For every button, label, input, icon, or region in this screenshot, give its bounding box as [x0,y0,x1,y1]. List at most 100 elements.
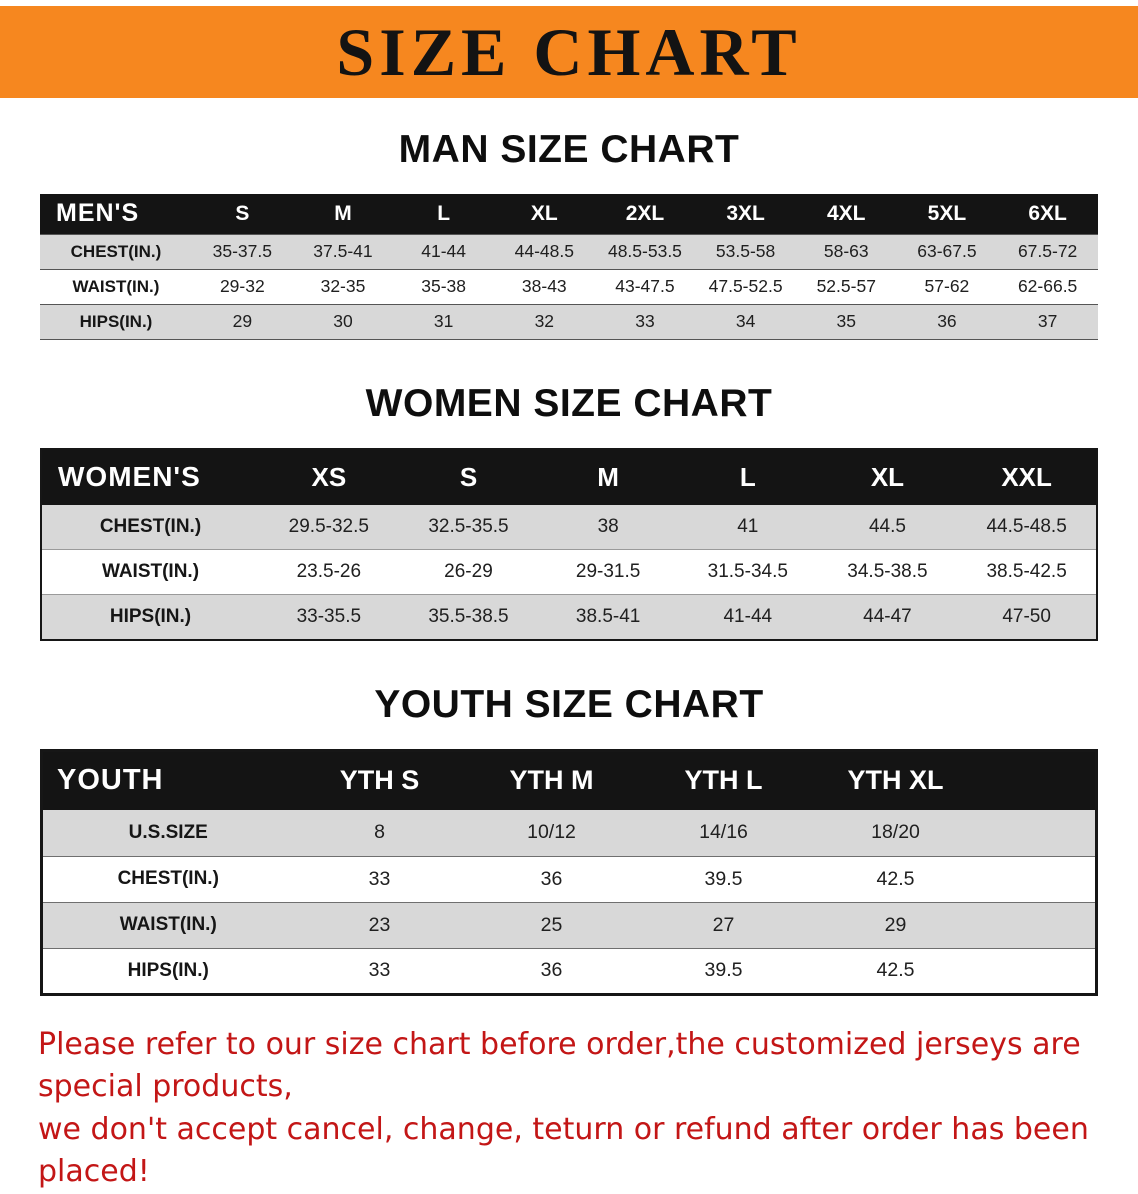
women-section: WOMEN SIZE CHART WOMEN'S XS S M L XL XXL… [0,382,1138,641]
table-cell: 18/20 [871,821,920,844]
table-cell: 29-32 [219,276,265,296]
table-cell: 26-29 [444,561,493,582]
women-column-header: M [538,448,678,505]
men-column-header: L [393,194,494,234]
row-label: HIPS(IN.) [127,959,209,981]
table-cell: 52.5-57 [816,276,876,296]
men-column-header: 6XL [997,194,1098,234]
table-cell: 8 [374,821,385,844]
men-column-header: 5XL [896,194,998,234]
table-cell: 36 [540,959,563,981]
disclaimer: Please refer to our size chart before or… [38,1024,1108,1194]
table-cell: 31.5-34.5 [707,561,788,582]
women-column-header: XS [259,448,399,505]
table-cell: 38-43 [521,276,567,296]
table-cell: 32.5-35.5 [428,515,509,537]
banner: SIZE CHART [0,6,1138,98]
youth-column-header: YTH XL [809,750,982,810]
table-cell: 41-44 [421,241,467,261]
women-hips-row: HIPS(IN.) 33-35.5 35.5-38.5 38.5-41 41-4… [41,594,1097,640]
youth-waist-row: WAIST(IN.) 23 25 27 29 [41,902,1097,948]
men-column-header: 4XL [795,194,897,234]
table-cell: 36 [937,311,957,331]
disclaimer-line-2: we don't accept cancel, change, teturn o… [38,1111,1089,1190]
row-label: CHEST(IN.) [117,868,219,889]
table-cell: 48.5-53.5 [607,241,682,261]
men-header-row: MEN'S S M L XL 2XL 3XL 4XL 5XL 6XL [40,194,1098,234]
women-column-header: XL [817,448,958,505]
men-chest-row: CHEST(IN.) 35-37.5 37.5-41 41-44 44-48.5… [40,234,1098,269]
table-cell: 41-44 [723,605,773,627]
table-cell: 38 [597,515,619,537]
table-cell: 53.5-58 [715,241,776,261]
table-cell: 63-67.5 [917,241,977,261]
table-cell: 57-62 [924,276,970,296]
table-cell: 35.5-38.5 [428,605,509,627]
row-label: CHEST(IN.) [70,241,162,261]
women-chest-row: CHEST(IN.) 29.5-32.5 32.5-35.5 38 41 44.… [41,504,1097,550]
youth-chest-row: CHEST(IN.) 33 36 39.5 42.5 [41,856,1097,902]
table-cell: 34.5-38.5 [847,561,928,582]
men-section-heading: MAN SIZE CHART [398,128,740,171]
page-title: SIZE CHART [336,13,802,90]
table-cell: 44-47 [863,605,912,627]
men-column-header: 2XL [594,194,696,234]
table-cell: 35-37.5 [212,241,272,261]
table-cell: 30 [333,311,353,331]
table-cell: 29.5-32.5 [288,515,369,537]
table-cell: 33 [635,311,655,331]
table-cell: 32 [534,311,555,331]
table-cell: 43-47.5 [615,276,675,296]
women-column-header: L [677,448,818,505]
men-waist-row: WAIST(IN.) 29-32 32-35 35-38 38-43 43-47… [40,269,1098,304]
filler-cell [982,856,1097,902]
table-cell: 62-66.5 [1017,276,1078,296]
table-cell: 14/16 [699,821,748,844]
table-cell: 23 [368,913,391,936]
men-column-header: XL [493,194,595,234]
table-cell: 29 [232,311,253,331]
table-cell: 36 [540,867,563,890]
youth-ussize-row: U.S.SIZE 8 10/12 14/16 18/20 [41,810,1097,856]
disclaimer-line-1: Please refer to our size chart before or… [38,1026,1081,1105]
men-corner-label: MEN'S [40,194,192,234]
table-cell: 33-35.5 [296,605,362,627]
men-size-table: MEN'S S M L XL 2XL 3XL 4XL 5XL 6XL CHEST… [40,194,1098,340]
filler-cell [981,750,1097,810]
women-column-header: S [398,448,539,505]
table-cell: 37.5-41 [313,241,373,261]
women-section-heading: WOMEN SIZE CHART [365,381,773,425]
women-waist-row: WAIST(IN.) 23.5-26 26-29 29-31.5 31.5-34… [41,550,1097,595]
row-label: WAIST(IN.) [119,914,217,935]
table-cell: 27 [712,913,735,936]
row-label: CHEST(IN.) [99,515,202,537]
table-cell: 35 [836,311,856,331]
table-cell: 23.5-26 [296,561,362,582]
table-cell: 38.5-42.5 [986,561,1067,582]
table-cell: 44.5 [868,515,906,537]
table-cell: 39.5 [704,959,743,981]
table-cell: 39.5 [704,867,743,890]
row-label: HIPS(IN.) [109,605,192,627]
women-header-row: WOMEN'S XS S M L XL XXL [41,448,1097,505]
table-cell: 35-38 [421,276,467,296]
women-corner-label: WOMEN'S [41,448,259,505]
table-cell: 38.5-41 [575,605,641,627]
men-column-header: M [292,194,394,234]
men-section: MAN SIZE CHART MEN'S S M L XL 2XL 3XL 4X… [0,128,1138,340]
men-hips-row: HIPS(IN.) 29 30 31 32 33 34 35 36 37 [40,304,1098,339]
filler-cell [982,810,1097,856]
table-cell: 41 [737,515,759,537]
youth-header-row: YOUTH YTH S YTH M YTH L YTH XL [41,750,1097,810]
table-cell: 44.5-48.5 [986,515,1067,537]
table-cell: 10/12 [527,821,576,844]
youth-hips-row: HIPS(IN.) 33 36 39.5 42.5 [41,948,1097,994]
table-cell: 47.5-52.5 [708,276,783,296]
table-cell: 47-50 [1002,605,1051,627]
youth-section-heading: YOUTH SIZE CHART [374,682,764,726]
table-cell: 42.5 [876,959,915,981]
row-label: U.S.SIZE [128,821,208,843]
table-cell: 29-31.5 [575,561,641,582]
table-cell: 29 [884,913,907,936]
